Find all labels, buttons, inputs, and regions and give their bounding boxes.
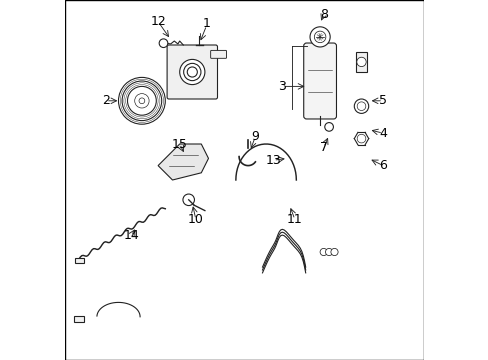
Text: 3: 3 xyxy=(278,80,285,93)
Text: 12: 12 xyxy=(150,15,165,28)
FancyBboxPatch shape xyxy=(210,50,226,58)
Circle shape xyxy=(309,27,329,47)
Bar xyxy=(355,52,366,72)
Circle shape xyxy=(118,77,165,124)
Bar xyxy=(75,258,84,263)
Circle shape xyxy=(325,248,332,256)
Circle shape xyxy=(187,67,197,77)
Circle shape xyxy=(356,134,365,143)
Text: 1: 1 xyxy=(203,17,210,30)
Text: 14: 14 xyxy=(123,229,139,242)
Circle shape xyxy=(314,31,325,43)
Circle shape xyxy=(324,123,333,131)
Circle shape xyxy=(354,99,368,113)
FancyBboxPatch shape xyxy=(303,43,336,119)
Circle shape xyxy=(183,194,194,206)
Circle shape xyxy=(127,86,156,115)
Circle shape xyxy=(134,94,149,108)
Text: 2: 2 xyxy=(102,94,110,107)
Bar xyxy=(73,316,84,322)
Text: 13: 13 xyxy=(265,154,281,167)
Text: 9: 9 xyxy=(251,130,259,143)
Text: 8: 8 xyxy=(319,8,327,21)
FancyBboxPatch shape xyxy=(167,45,217,99)
Circle shape xyxy=(159,39,167,48)
Text: 11: 11 xyxy=(286,213,302,226)
Polygon shape xyxy=(158,144,208,180)
Text: 4: 4 xyxy=(378,127,386,140)
Circle shape xyxy=(320,248,326,256)
Circle shape xyxy=(139,98,144,104)
Circle shape xyxy=(122,81,162,121)
Circle shape xyxy=(356,102,365,111)
Text: 5: 5 xyxy=(378,94,386,107)
Circle shape xyxy=(330,248,337,256)
Circle shape xyxy=(183,63,201,81)
Text: 7: 7 xyxy=(319,141,327,154)
Text: 10: 10 xyxy=(187,213,203,226)
Circle shape xyxy=(356,57,366,67)
Text: 6: 6 xyxy=(378,159,386,172)
Circle shape xyxy=(179,59,204,85)
Text: 15: 15 xyxy=(171,138,187,150)
